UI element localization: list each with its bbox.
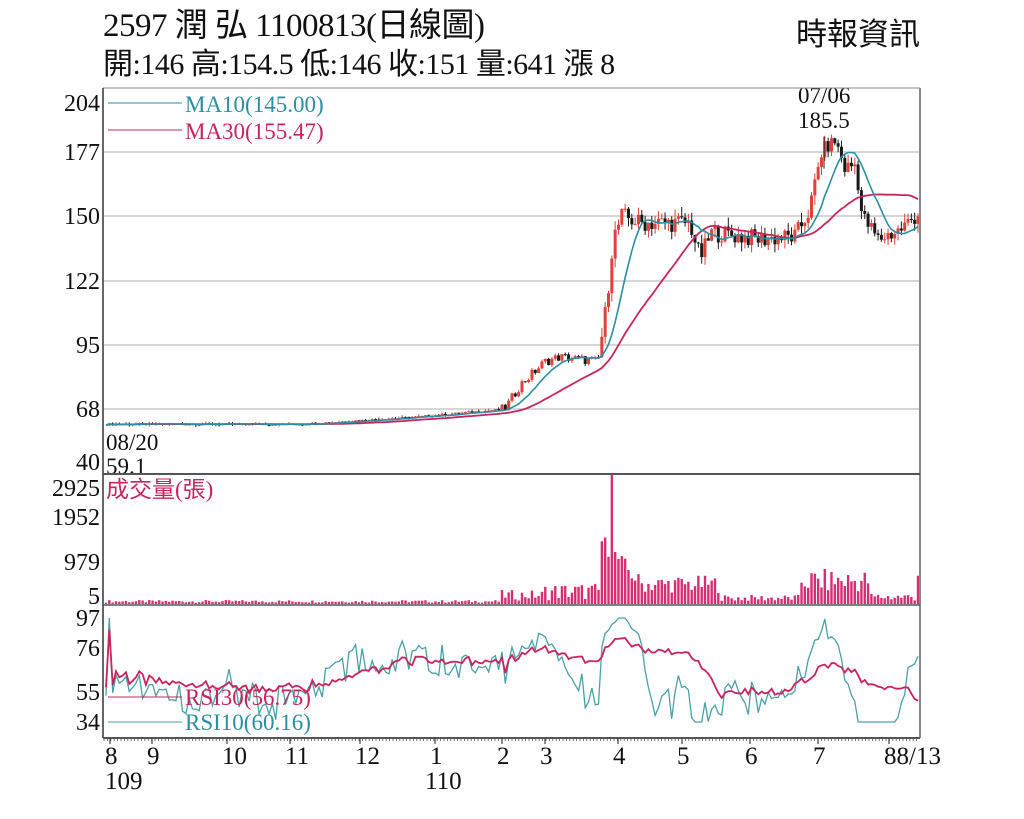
svg-text:12: 12 (355, 743, 380, 770)
ohlc-summary: 開:146 高:154.5 低:146 收:151 量:641 漲 8 (103, 48, 615, 81)
svg-text:34: 34 (76, 710, 100, 736)
svg-text:40: 40 (76, 450, 100, 476)
svg-text:9: 9 (147, 743, 160, 770)
svg-text:7: 7 (813, 743, 826, 770)
svg-text:979: 979 (64, 550, 100, 576)
rsi-y-axis-labels: 97 76 55 34 (76, 606, 100, 736)
volume-panel: 2925 1952 979 5 成交量(張) (52, 475, 920, 610)
svg-text:4: 4 (613, 743, 626, 770)
svg-text:177: 177 (64, 140, 100, 166)
svg-text:11: 11 (285, 743, 309, 770)
svg-text:8: 8 (105, 743, 118, 770)
svg-text:97: 97 (76, 606, 100, 632)
volume-title: 成交量(張) (106, 477, 213, 502)
high-date-annotation: 07/06 (798, 83, 850, 108)
x-axis-ticks (103, 738, 917, 744)
svg-text:6: 6 (745, 743, 758, 770)
brand-label: 時報資訊 (796, 17, 920, 52)
svg-text:68: 68 (76, 397, 100, 423)
svg-text:5: 5 (677, 743, 690, 770)
chart-title: 2597 潤 弘 1100813(日線圖) (103, 8, 485, 44)
rsi-panel: 97 76 55 34 RSI30(56.75) RSI10(60.16) (76, 606, 919, 736)
svg-text:1: 1 (430, 743, 443, 770)
svg-text:109: 109 (105, 768, 143, 795)
low-date-annotation: 08/20 (106, 430, 158, 455)
svg-text:2925: 2925 (52, 476, 100, 502)
svg-text:110: 110 (425, 768, 462, 795)
svg-text:204: 204 (64, 91, 100, 117)
low-value-annotation: 59.1 (106, 454, 146, 479)
svg-text:95: 95 (76, 333, 100, 359)
rsi10-legend: RSI10(60.16) (185, 710, 311, 735)
price-gridlines (104, 151, 920, 410)
volume-bars (104, 475, 920, 604)
svg-text:3: 3 (540, 743, 553, 770)
high-value-annotation: 185.5 (798, 108, 850, 133)
volume-y-axis-labels: 2925 1952 979 5 (52, 476, 100, 610)
svg-text:1952: 1952 (52, 505, 100, 531)
svg-text:5: 5 (88, 584, 100, 610)
svg-text:2: 2 (497, 743, 510, 770)
svg-text:10: 10 (222, 743, 247, 770)
ma10-legend: MA10(145.00) (185, 92, 324, 117)
price-y-axis-labels: 204 177 150 122 95 68 40 (64, 91, 100, 476)
svg-text:76: 76 (76, 636, 100, 662)
rsi30-legend: RSI30(56.75) (185, 685, 311, 710)
svg-text:88/13: 88/13 (884, 743, 941, 770)
price-panel: 204 177 150 122 95 68 40 MA10(145.00) MA30(155… (64, 83, 920, 479)
svg-text:122: 122 (64, 269, 100, 295)
svg-text:150: 150 (64, 204, 100, 230)
ma10-line (105, 151, 919, 426)
rsi30-line (105, 629, 919, 702)
ma30-legend: MA30(155.47) (185, 119, 324, 144)
svg-text:55: 55 (76, 680, 100, 706)
ma30-line (105, 193, 919, 426)
